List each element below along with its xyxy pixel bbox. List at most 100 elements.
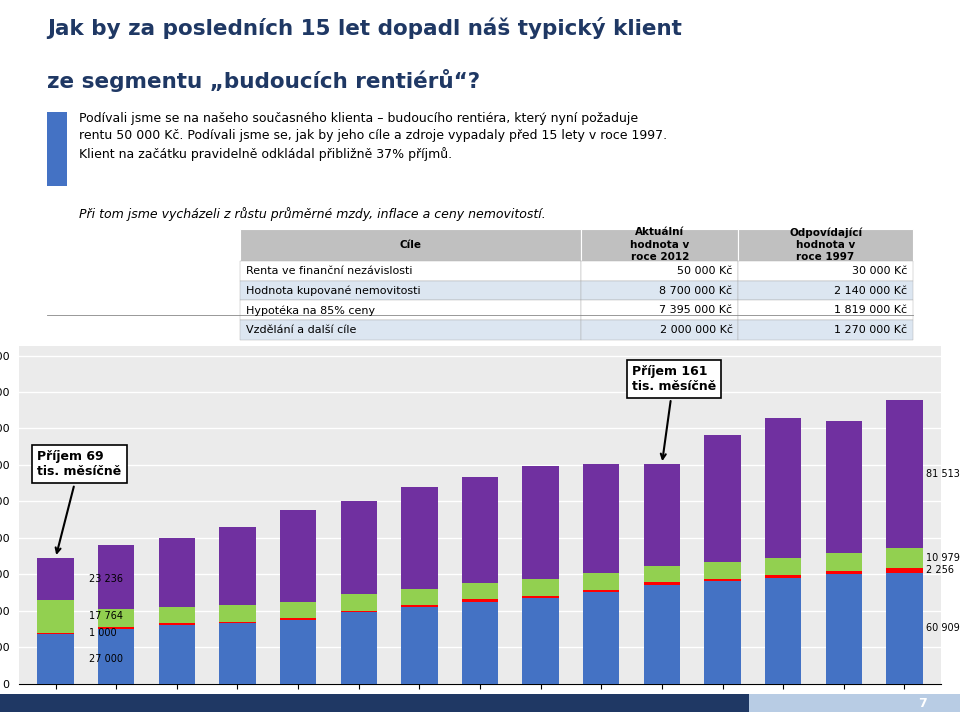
- Text: 2 140 000 Kč: 2 140 000 Kč: [834, 286, 907, 295]
- FancyBboxPatch shape: [738, 281, 913, 300]
- Bar: [644, 582, 680, 585]
- Bar: [401, 487, 438, 589]
- Bar: [158, 624, 195, 625]
- FancyBboxPatch shape: [738, 261, 913, 281]
- Text: Odpovídající
hodnota v
roce 1997: Odpovídající hodnota v roce 1997: [789, 227, 862, 262]
- Bar: [886, 548, 923, 568]
- Bar: [705, 582, 741, 684]
- Text: 17 764: 17 764: [89, 612, 123, 622]
- Bar: [522, 579, 559, 595]
- Bar: [219, 527, 255, 605]
- Bar: [765, 558, 802, 575]
- Text: 8 700 000 Kč: 8 700 000 Kč: [660, 286, 732, 295]
- Bar: [280, 619, 316, 684]
- Bar: [462, 477, 498, 583]
- FancyBboxPatch shape: [240, 300, 582, 320]
- FancyBboxPatch shape: [47, 112, 67, 186]
- Bar: [765, 575, 802, 578]
- Text: Podívali jsme se na našeho současného klienta – budoucího rentiéra, který nyní p: Podívali jsme se na našeho současného kl…: [79, 112, 667, 161]
- FancyBboxPatch shape: [738, 300, 913, 320]
- Bar: [462, 583, 498, 600]
- Bar: [158, 607, 195, 624]
- FancyBboxPatch shape: [582, 300, 738, 320]
- Bar: [705, 562, 741, 579]
- Bar: [401, 605, 438, 607]
- Bar: [341, 501, 377, 595]
- Text: Jak by za posledních 15 let dopadl náš typický klient: Jak by za posledních 15 let dopadl náš t…: [47, 17, 682, 39]
- Text: 10 979: 10 979: [925, 553, 959, 563]
- Bar: [37, 557, 74, 600]
- Bar: [98, 627, 134, 629]
- Bar: [158, 625, 195, 684]
- Bar: [341, 595, 377, 611]
- Bar: [219, 605, 255, 622]
- Bar: [462, 600, 498, 602]
- Bar: [826, 574, 862, 684]
- Bar: [583, 592, 619, 684]
- Text: 50 000 Kč: 50 000 Kč: [677, 266, 732, 276]
- Bar: [886, 400, 923, 548]
- Text: 2 256: 2 256: [925, 565, 953, 575]
- Bar: [886, 568, 923, 572]
- Bar: [462, 602, 498, 684]
- Bar: [583, 464, 619, 573]
- Bar: [98, 629, 134, 684]
- FancyBboxPatch shape: [0, 694, 749, 712]
- FancyBboxPatch shape: [240, 261, 582, 281]
- Bar: [826, 571, 862, 574]
- Text: 7: 7: [918, 696, 926, 710]
- FancyBboxPatch shape: [240, 320, 582, 340]
- Bar: [826, 553, 862, 571]
- Bar: [280, 618, 316, 619]
- FancyBboxPatch shape: [738, 320, 913, 340]
- FancyBboxPatch shape: [582, 229, 738, 261]
- Bar: [765, 578, 802, 684]
- Text: Příjem 69
tis. měsíčně: Příjem 69 tis. měsíčně: [37, 450, 122, 553]
- FancyBboxPatch shape: [749, 694, 960, 712]
- Text: 30 000 Kč: 30 000 Kč: [852, 266, 907, 276]
- FancyBboxPatch shape: [240, 229, 582, 261]
- Bar: [219, 622, 255, 624]
- Bar: [765, 418, 802, 558]
- Text: 27 000: 27 000: [89, 654, 123, 664]
- Text: 60 909: 60 909: [925, 623, 959, 633]
- FancyBboxPatch shape: [738, 229, 913, 261]
- Text: 7 395 000 Kč: 7 395 000 Kč: [660, 305, 732, 315]
- Bar: [341, 612, 377, 684]
- Text: Příjem 161
tis. měsíčně: Příjem 161 tis. měsíčně: [632, 365, 716, 459]
- Text: Cíle: Cíle: [400, 240, 421, 250]
- Bar: [644, 585, 680, 684]
- Bar: [158, 538, 195, 607]
- FancyBboxPatch shape: [582, 320, 738, 340]
- Text: Renta ve finanční nezávislosti: Renta ve finanční nezávislosti: [246, 266, 413, 276]
- Bar: [37, 632, 74, 634]
- Text: 2 000 000 Kč: 2 000 000 Kč: [660, 325, 732, 335]
- Bar: [522, 466, 559, 579]
- Text: Při tom jsme vycházeli z růstu průměrné mzdy, inflace a ceny nemovitostí.: Při tom jsme vycházeli z růstu průměrné …: [79, 207, 546, 221]
- Text: 1 270 000 Kč: 1 270 000 Kč: [834, 325, 907, 335]
- Text: 81 513: 81 513: [925, 469, 959, 479]
- FancyBboxPatch shape: [240, 281, 582, 300]
- Bar: [401, 589, 438, 605]
- Bar: [280, 602, 316, 618]
- Bar: [522, 595, 559, 598]
- Text: Hodnota kupované nemovitosti: Hodnota kupované nemovitosti: [246, 286, 420, 295]
- Text: 1 819 000 Kč: 1 819 000 Kč: [834, 305, 907, 315]
- Bar: [341, 611, 377, 612]
- Text: Vzdělání a další cíle: Vzdělání a další cíle: [246, 325, 356, 335]
- Bar: [705, 434, 741, 562]
- Bar: [522, 598, 559, 684]
- Text: Aktuální
hodnota v
roce 2012: Aktuální hodnota v roce 2012: [630, 227, 689, 262]
- Bar: [583, 590, 619, 592]
- Bar: [219, 624, 255, 684]
- Bar: [644, 464, 680, 566]
- Text: Hypotéka na 85% ceny: Hypotéka na 85% ceny: [246, 305, 375, 315]
- Bar: [705, 579, 741, 582]
- FancyBboxPatch shape: [582, 281, 738, 300]
- Bar: [401, 607, 438, 684]
- Text: 23 236: 23 236: [89, 574, 123, 584]
- FancyBboxPatch shape: [582, 261, 738, 281]
- Text: 1 000: 1 000: [89, 629, 116, 639]
- Text: ze segmentu „budoucích rentiérů“?: ze segmentu „budoucích rentiérů“?: [47, 69, 480, 93]
- Bar: [644, 566, 680, 582]
